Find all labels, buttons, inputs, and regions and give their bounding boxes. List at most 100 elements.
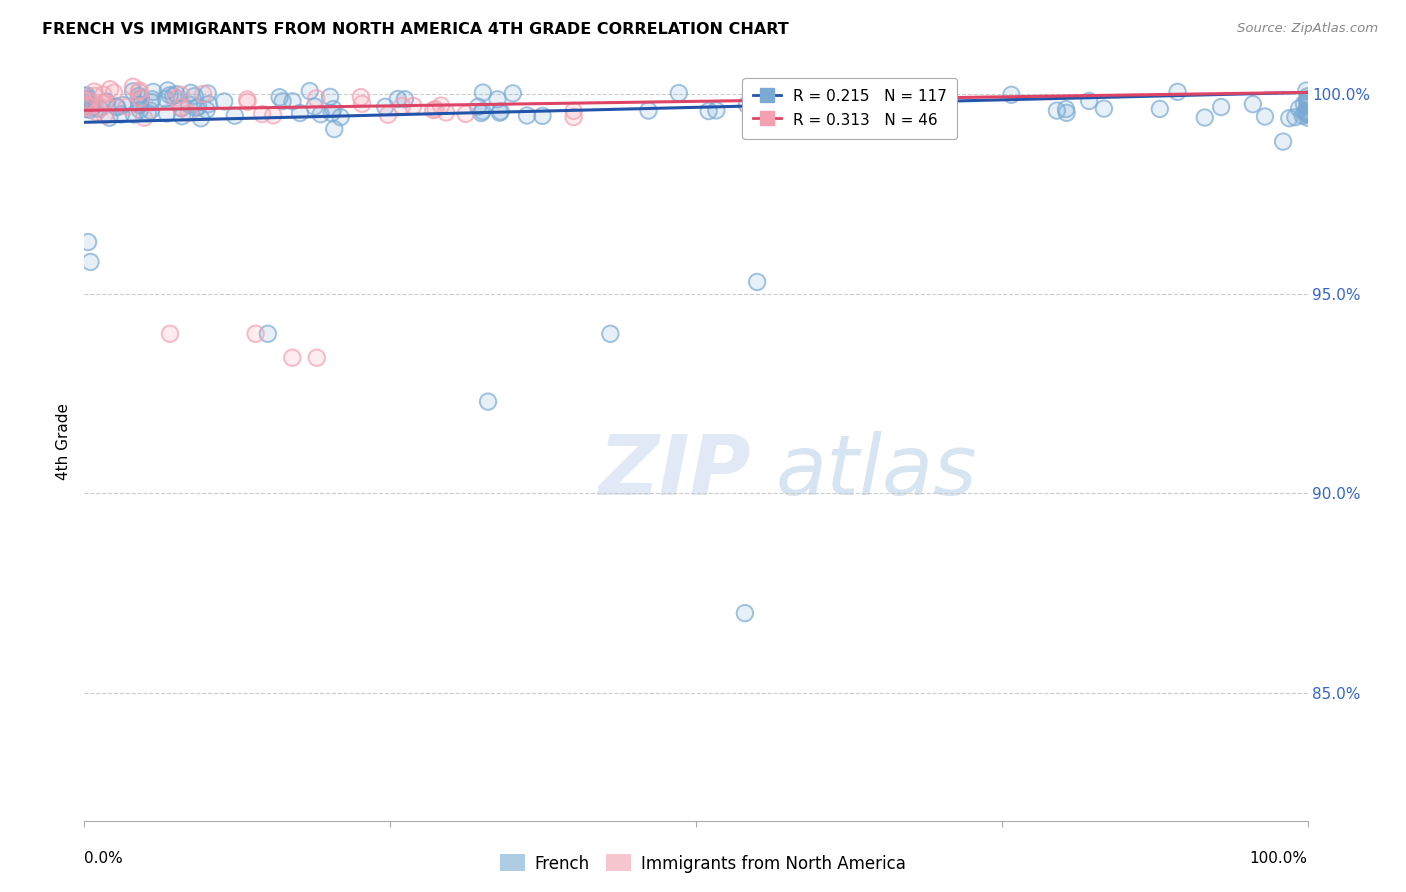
Point bbox=[430, 98, 453, 112]
Point bbox=[170, 100, 193, 114]
Point bbox=[195, 103, 218, 117]
Point bbox=[352, 96, 374, 111]
Point bbox=[269, 90, 291, 104]
Point bbox=[156, 106, 179, 120]
Point bbox=[305, 91, 328, 105]
Point bbox=[128, 97, 150, 112]
Point bbox=[1078, 94, 1101, 108]
Point bbox=[1078, 94, 1101, 108]
Point bbox=[129, 103, 152, 117]
Point bbox=[170, 101, 193, 115]
Point bbox=[79, 103, 101, 117]
Point bbox=[309, 107, 332, 121]
Point bbox=[1000, 87, 1022, 102]
Point bbox=[697, 103, 720, 118]
Point bbox=[122, 107, 145, 121]
Text: Source: ZipAtlas.com: Source: ZipAtlas.com bbox=[1237, 22, 1378, 36]
Point bbox=[162, 89, 184, 103]
Point bbox=[1211, 100, 1233, 114]
Point bbox=[262, 108, 284, 122]
Point bbox=[128, 89, 150, 103]
Point bbox=[236, 92, 259, 106]
Point bbox=[471, 104, 494, 119]
Point bbox=[93, 95, 115, 110]
Point bbox=[177, 106, 200, 120]
Point bbox=[471, 104, 494, 119]
Point bbox=[1149, 102, 1171, 116]
Point bbox=[245, 326, 267, 341]
Point bbox=[1295, 84, 1317, 98]
Point bbox=[470, 106, 492, 120]
Point bbox=[156, 83, 179, 97]
Point bbox=[128, 83, 150, 97]
Point bbox=[1294, 105, 1316, 120]
Point bbox=[105, 100, 128, 114]
Point bbox=[73, 89, 96, 103]
Point bbox=[599, 326, 621, 341]
Point bbox=[562, 103, 585, 118]
Point bbox=[377, 108, 399, 122]
Point bbox=[1167, 85, 1189, 99]
Point bbox=[1296, 94, 1319, 108]
Point bbox=[350, 90, 373, 104]
Point bbox=[159, 326, 181, 341]
Point bbox=[76, 92, 98, 106]
Point bbox=[82, 101, 104, 115]
Point bbox=[73, 96, 96, 111]
Point bbox=[224, 109, 246, 123]
Point bbox=[783, 90, 806, 104]
Point bbox=[1288, 102, 1310, 116]
Point bbox=[1296, 92, 1319, 106]
Point bbox=[212, 95, 235, 109]
Y-axis label: 4th Grade: 4th Grade bbox=[56, 403, 72, 480]
Point bbox=[103, 86, 125, 100]
Point bbox=[1056, 105, 1078, 120]
Point bbox=[321, 106, 343, 120]
Point bbox=[1254, 110, 1277, 124]
Point bbox=[183, 89, 205, 103]
Point bbox=[747, 275, 769, 289]
Point bbox=[323, 122, 346, 136]
Point bbox=[257, 326, 280, 341]
Point bbox=[128, 89, 150, 103]
Point bbox=[141, 92, 163, 106]
Point bbox=[89, 102, 111, 116]
Point bbox=[73, 99, 96, 113]
Point bbox=[668, 86, 690, 100]
Point bbox=[422, 103, 444, 117]
Point bbox=[402, 99, 425, 113]
Point bbox=[122, 84, 145, 98]
Point bbox=[747, 275, 769, 289]
Point bbox=[562, 103, 585, 118]
Point bbox=[190, 112, 212, 126]
Point bbox=[83, 88, 105, 103]
Point bbox=[159, 88, 181, 103]
Point bbox=[322, 102, 344, 116]
Point bbox=[179, 97, 201, 112]
Point bbox=[197, 87, 219, 101]
Point bbox=[236, 92, 259, 106]
Point bbox=[83, 96, 105, 111]
Point bbox=[77, 235, 100, 249]
Point bbox=[489, 104, 512, 119]
Point bbox=[170, 101, 193, 115]
Point bbox=[1295, 84, 1317, 98]
Point bbox=[304, 99, 326, 113]
Point bbox=[141, 92, 163, 106]
Point bbox=[488, 105, 510, 120]
Point bbox=[271, 95, 294, 109]
Point bbox=[562, 110, 585, 124]
Point bbox=[191, 87, 214, 101]
Point bbox=[704, 103, 727, 118]
Point bbox=[1054, 102, 1077, 116]
Point bbox=[319, 90, 342, 104]
Point bbox=[93, 108, 115, 122]
Point bbox=[128, 98, 150, 112]
Point bbox=[486, 92, 509, 106]
Point bbox=[245, 326, 267, 341]
Point bbox=[155, 92, 177, 106]
Point bbox=[77, 235, 100, 249]
Point bbox=[322, 102, 344, 116]
Point bbox=[281, 351, 304, 365]
Point bbox=[93, 108, 115, 122]
